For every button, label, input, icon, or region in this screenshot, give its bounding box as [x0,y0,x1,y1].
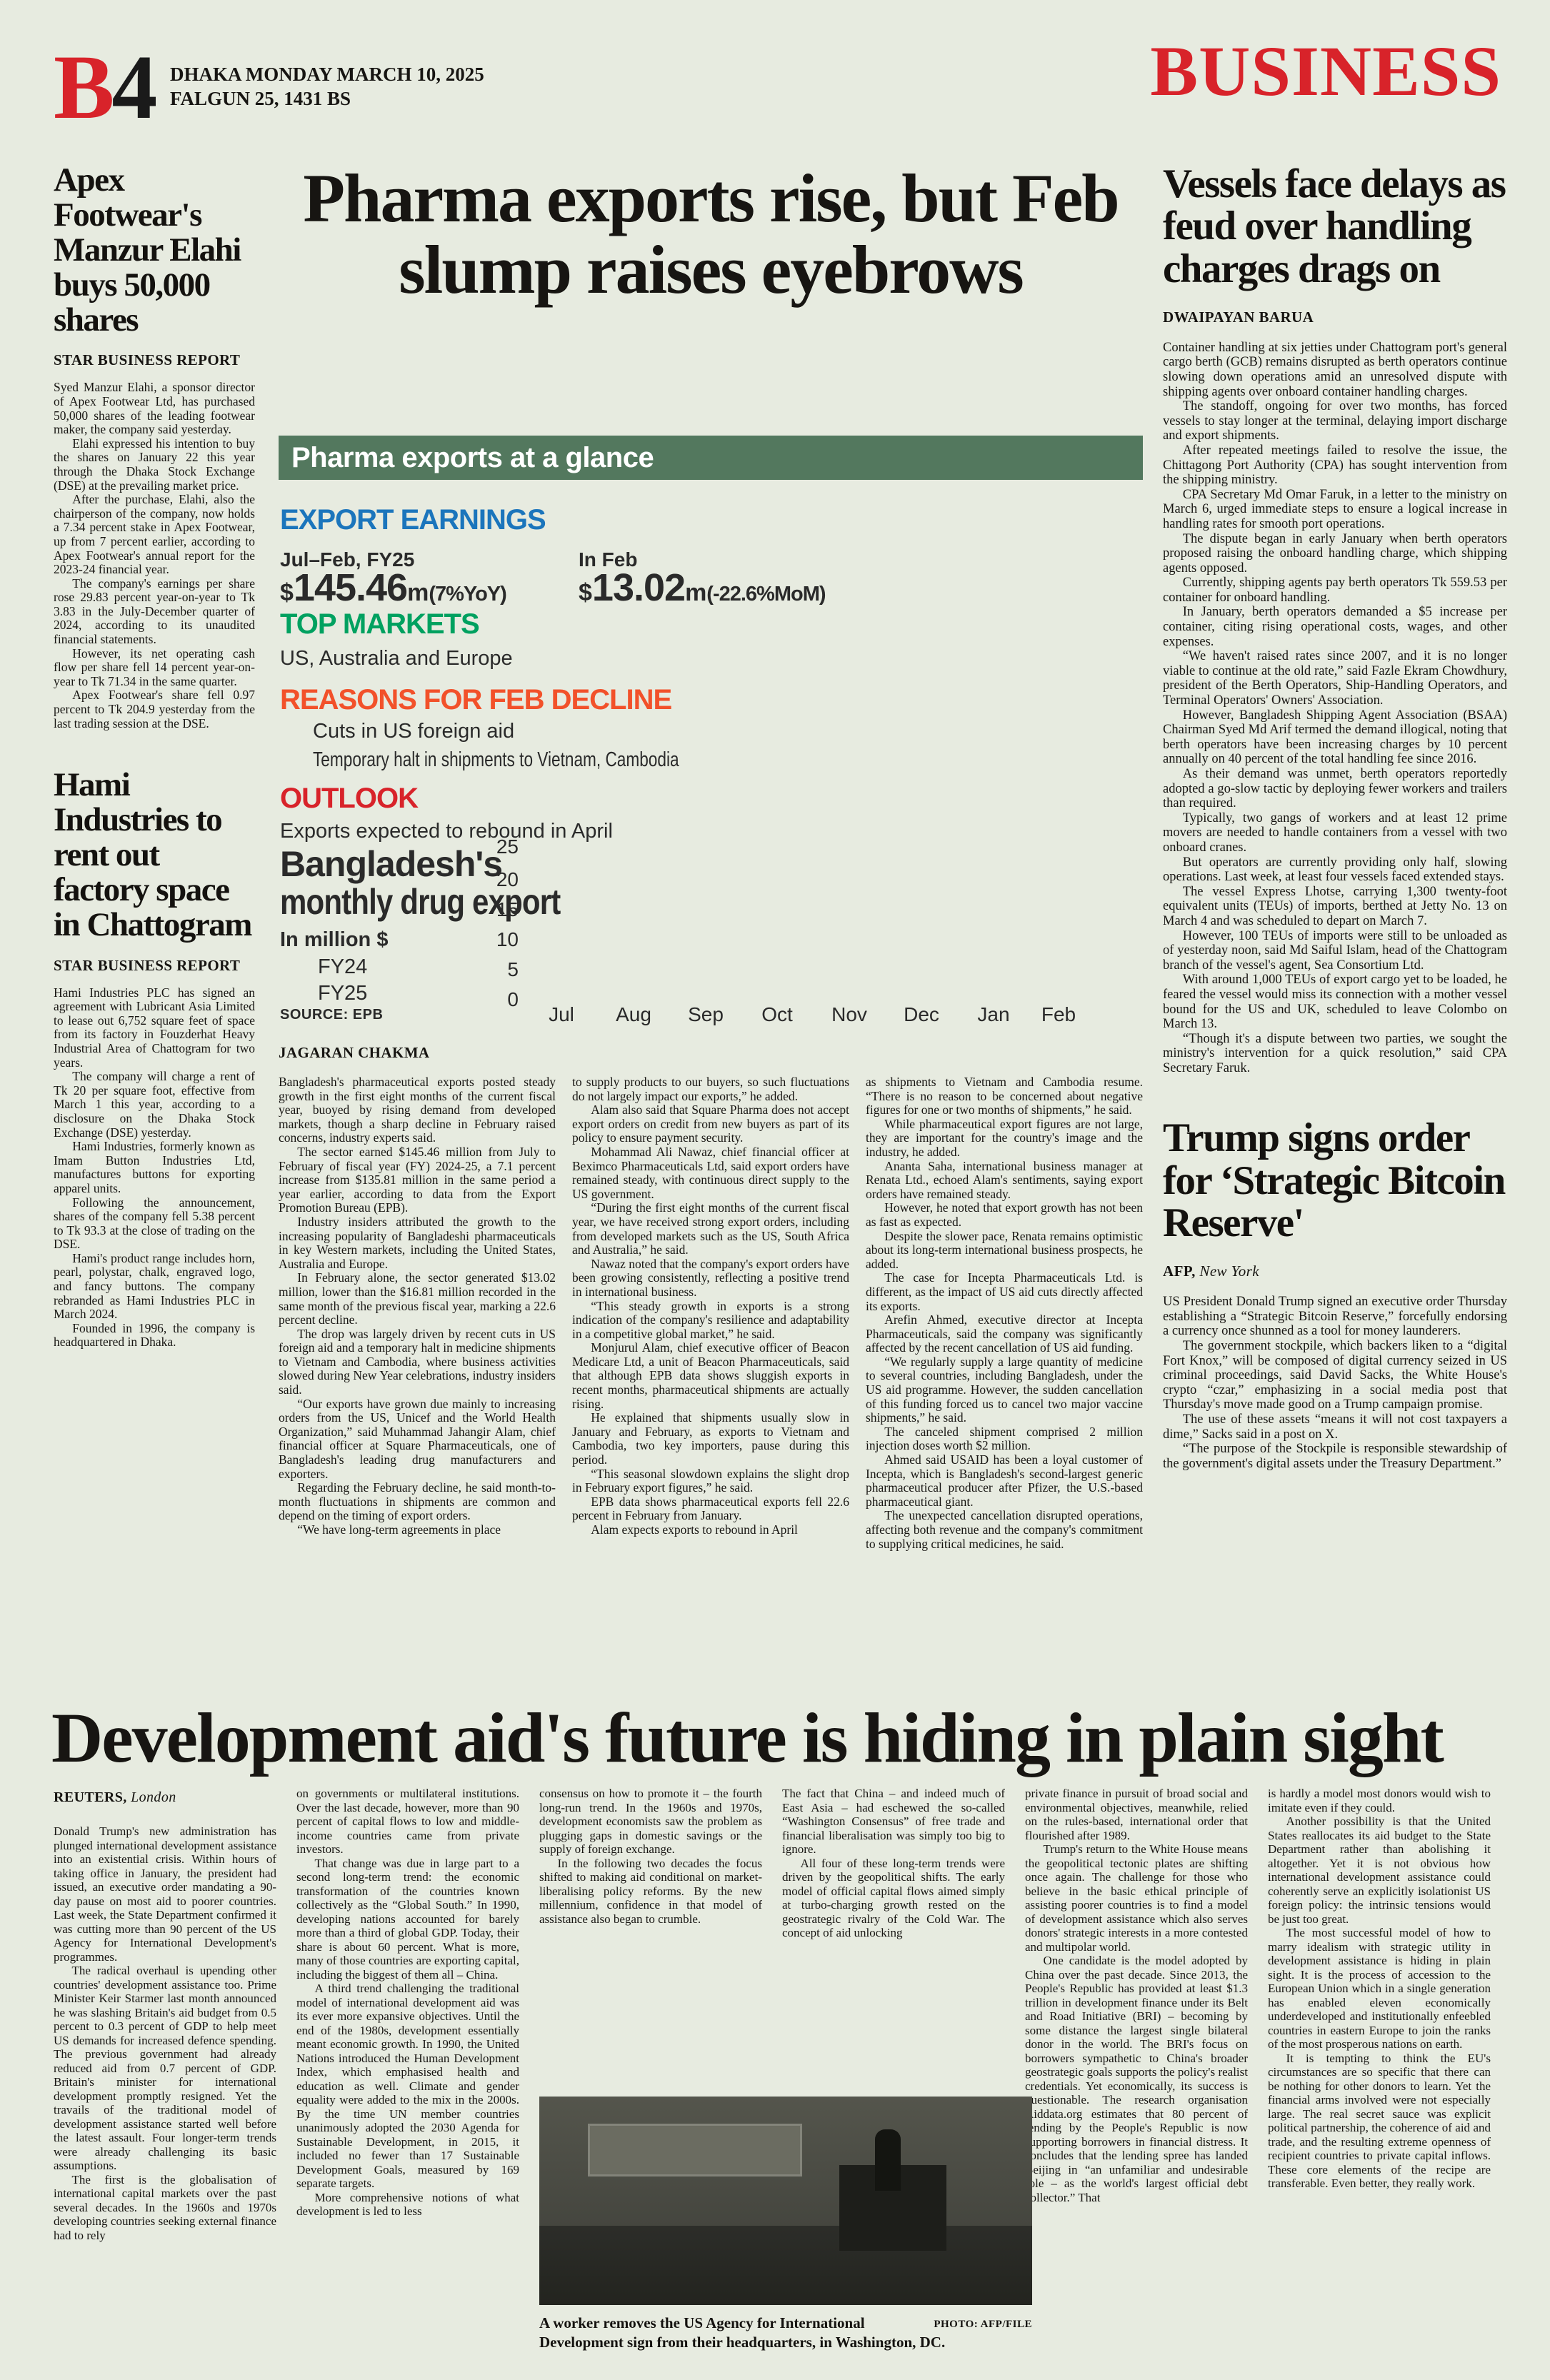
page-number-digit: 4 [111,36,157,138]
article-apex-headline: Apex Footwear's Manzur Elahi buys 50,000… [54,163,241,338]
x-tick-jul: Jul [549,1003,574,1025]
y-tick-20: 20 [496,868,519,890]
article-bitcoin-byline: AFP, New York [1163,1262,1507,1280]
article-aid-headline: Development aid's future is hiding in pl… [51,1698,1444,1777]
article-hami-body: Hami Industries PLC has signed an agreem… [54,985,255,1350]
article-pharma-byline: JAGARAN CHAKMA [279,1044,430,1061]
article-bitcoin-headline: Trump signs order for ‘Strategic Bitcoin… [1163,1115,1506,1246]
chart-title-line1: Bangladesh's [280,844,503,884]
article-vessels: Vessels face delays as feud over handlin… [1163,163,1507,1075]
chart-unit-label: In million $ [280,928,389,951]
aid-column-6: is hardly a model most donors would wish… [1268,1787,1491,2190]
legend-fy24: FY24 [318,955,368,978]
article-bitcoin: Trump signs order for ‘Strategic Bitcoin… [1163,1117,1507,1471]
infographic-markets-heading: TOP MARKETS [280,608,480,640]
y-tick-10: 10 [496,928,519,950]
photo-usaid-sign [588,2124,802,2176]
x-tick-feb: Feb [1041,1003,1076,1025]
markets-text: US, Australia and Europe [280,647,513,670]
pharma-column-3: as shipments to Vietnam and Cambodia res… [866,1075,1143,1551]
x-tick-jan: Jan [977,1003,1010,1025]
aid-column-3: consensus on how to promote it – the fou… [539,1787,762,1926]
byline-agency: REUTERS, [54,1789,127,1805]
article-hami-headline: Hami Industries to rent out factory spac… [54,766,252,943]
aid-column-1: REUTERS, London Donald Trump's new admin… [54,1787,276,2366]
outlook-text: Exports expected to rebound in April [280,820,613,843]
chart-title: Bangladesh's monthly drug export [280,845,614,921]
byline-location: London [131,1789,176,1805]
dateline: DHAKA MONDAY MARCH 10, 2025 FALGUN 25, 1… [170,63,484,111]
chart-title-line2: monthly drug export [280,882,561,922]
infographic-outlook-heading: OUTLOOK [280,783,419,814]
earnings-period-number: 145.46 [293,566,408,609]
pharma-column-1: Bangladesh's pharmaceutical exports post… [279,1075,556,1537]
aid-column-4: The fact that China – and indeed much of… [782,1787,1005,1939]
photo-caption: PHOTO: AFP/FILE A worker removes the US … [539,2314,1032,2353]
y-tick-25: 25 [496,835,519,858]
byline-agency: AFP, [1163,1262,1196,1280]
dateline-bangla: FALGUN 25, 1431 BS [170,87,351,109]
right-column: Vessels face delays as feud over handlin… [1163,163,1507,1697]
photo-usaid-sign-removal [539,2097,1032,2305]
article-apex-byline: STAR BUSINESS REPORT [54,351,241,369]
reason-item-1: Cuts in US foreign aid [313,720,515,743]
y-tick-15: 15 [496,898,519,920]
section-masthead: BUSINESS [1150,31,1501,111]
reason-item-2: Temporary halt in shipments to Vietnam, … [313,748,679,771]
article-pharma-headline: Pharma exports rise, but Feb slump raise… [303,160,1119,308]
currency-symbol: $ [280,579,294,606]
aid-column-2: on governments or multilateral instituti… [296,1787,519,2218]
photo-worker-silhouette [875,2129,901,2191]
x-tick-dec: Dec [904,1003,939,1025]
chart-source: SOURCE: EPB [280,1007,384,1023]
article-apex-body: Syed Manzur Elahi, a sponsor director of… [54,380,255,730]
earnings-period-change: (7%YoY) [429,583,506,606]
infographic-title: Pharma exports at a glance [279,436,1143,480]
left-column: Apex Footwear's Manzur Elahi buys 50,000… [54,163,255,1694]
pharma-column-2: to supply products to our buyers, so suc… [572,1075,849,1537]
earnings-feb-value: $13.02m(-22.6%MoM) [579,566,826,610]
y-tick-5: 5 [507,958,519,980]
photo-credit: PHOTO: AFP/FILE [934,2319,1032,2330]
x-tick-sep: Sep [688,1003,724,1025]
earnings-feb-label: In Feb [579,548,638,571]
article-vessels-headline: Vessels face delays as feud over handlin… [1163,163,1506,291]
earnings-period-unit: m [407,579,429,606]
infographic-reasons-heading: REASONS FOR FEB DECLINE [280,684,672,715]
byline-location: New York [1199,1262,1259,1280]
article-aid-byline: REUTERS, London [54,1789,276,1806]
earnings-feb-number: 13.02 [591,566,686,609]
x-tick-aug: Aug [616,1003,651,1025]
earnings-period-value: $145.46m(7%YoY) [280,566,507,610]
infographic-earnings-heading: EXPORT EARNINGS [280,504,546,536]
photo-caption-text: A worker removes the US Agency for Inter… [539,2314,946,2351]
article-pharma-body: Bangladesh's pharmaceutical exports post… [279,1075,1143,1695]
aid-column-5: private finance in pursuit of broad soci… [1025,1787,1248,2204]
currency-symbol: $ [579,579,592,606]
article-bitcoin-body: US President Donald Trump signed an exec… [1163,1295,1507,1471]
x-tick-nov: Nov [831,1003,867,1025]
x-tick-oct: Oct [761,1003,793,1025]
article-hami-byline: STAR BUSINESS REPORT [54,956,241,974]
article-hami: Hami Industries to rent out factory spac… [54,768,255,1350]
page-number-letter: B [54,36,114,138]
page-number: B4 [54,41,157,133]
y-tick-0: 0 [507,988,519,1010]
earnings-period-label: Jul–Feb, FY25 [280,548,415,571]
article-vessels-body: Container handling at six jetties under … [1163,340,1507,1075]
earnings-feb-unit: m [685,579,707,606]
legend-fy25: FY25 [318,982,368,1005]
article-vessels-byline: DWAIPAYAN BARUA [1163,308,1314,326]
article-aid-body: REUTERS, London Donald Trump's new admin… [54,1787,1499,2366]
earnings-feb-change: (-22.6%MoM) [706,583,826,606]
dateline-gregorian: DHAKA MONDAY MARCH 10, 2025 [170,64,484,85]
article-apex: Apex Footwear's Manzur Elahi buys 50,000… [54,163,255,730]
pharma-infographic: Pharma exports at a glance EXPORT EARNIN… [279,436,1143,1034]
aid-column-1-text: Donald Trump's new administration has pl… [54,1824,276,2242]
